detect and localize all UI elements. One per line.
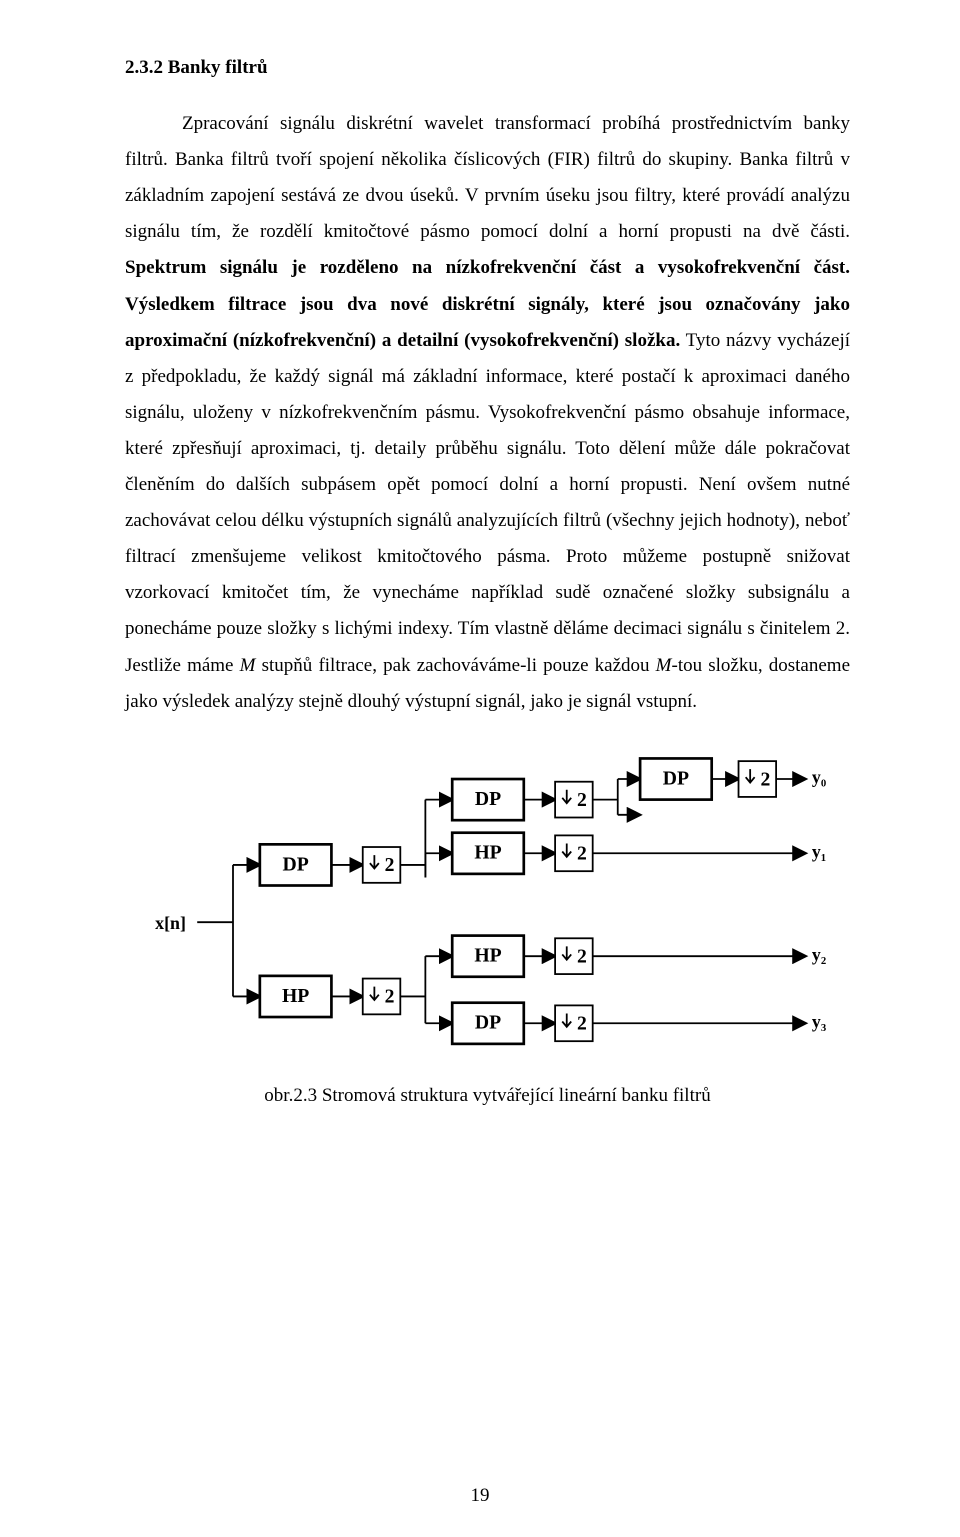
output-signal-label: y₃ [n] <box>811 1011 827 1031</box>
svg-text:2: 2 <box>384 985 394 1007</box>
filter-dp: DP <box>474 1011 500 1033</box>
filter-dp: DP <box>282 853 308 875</box>
figure-filter-bank-tree: x[n] DP 2 HP 2 DP 2 HP 2 HP 2 DP 2 DP 2 y₀ [n] y₁ [n] y₂ … <box>125 750 850 1114</box>
filter-bank-diagram: x[n] DP 2 HP 2 DP 2 HP 2 HP 2 DP 2 DP 2 y₀ [n] y₁ [n] y₂ … <box>148 750 828 1055</box>
filter-dp: DP <box>474 788 500 810</box>
output-signal-label: y₂ [n] <box>811 944 827 964</box>
filter-hp: HP <box>474 841 501 863</box>
output-signal-label: y₁ [n] <box>811 841 827 861</box>
svg-text:2: 2 <box>577 842 587 864</box>
svg-text:2: 2 <box>577 1012 587 1034</box>
page-number: 19 <box>0 1478 960 1514</box>
filter-hp: HP <box>281 985 308 1007</box>
svg-text:2: 2 <box>384 854 394 876</box>
section-heading: 2.3.2 Banky filtrů <box>125 50 850 86</box>
filter-dp: DP <box>662 767 688 789</box>
figure-caption: obr.2.3 Stromová struktura vytvářející l… <box>125 1078 850 1114</box>
filter-hp: HP <box>474 944 501 966</box>
output-signal-label: y₀ [n] <box>811 767 827 787</box>
svg-text:2: 2 <box>760 768 770 790</box>
svg-text:2: 2 <box>577 945 587 967</box>
input-signal-label: x[n] <box>155 913 186 933</box>
section-body: Zpracování signálu diskrétní wavelet tra… <box>125 106 850 720</box>
svg-text:2: 2 <box>577 789 587 811</box>
